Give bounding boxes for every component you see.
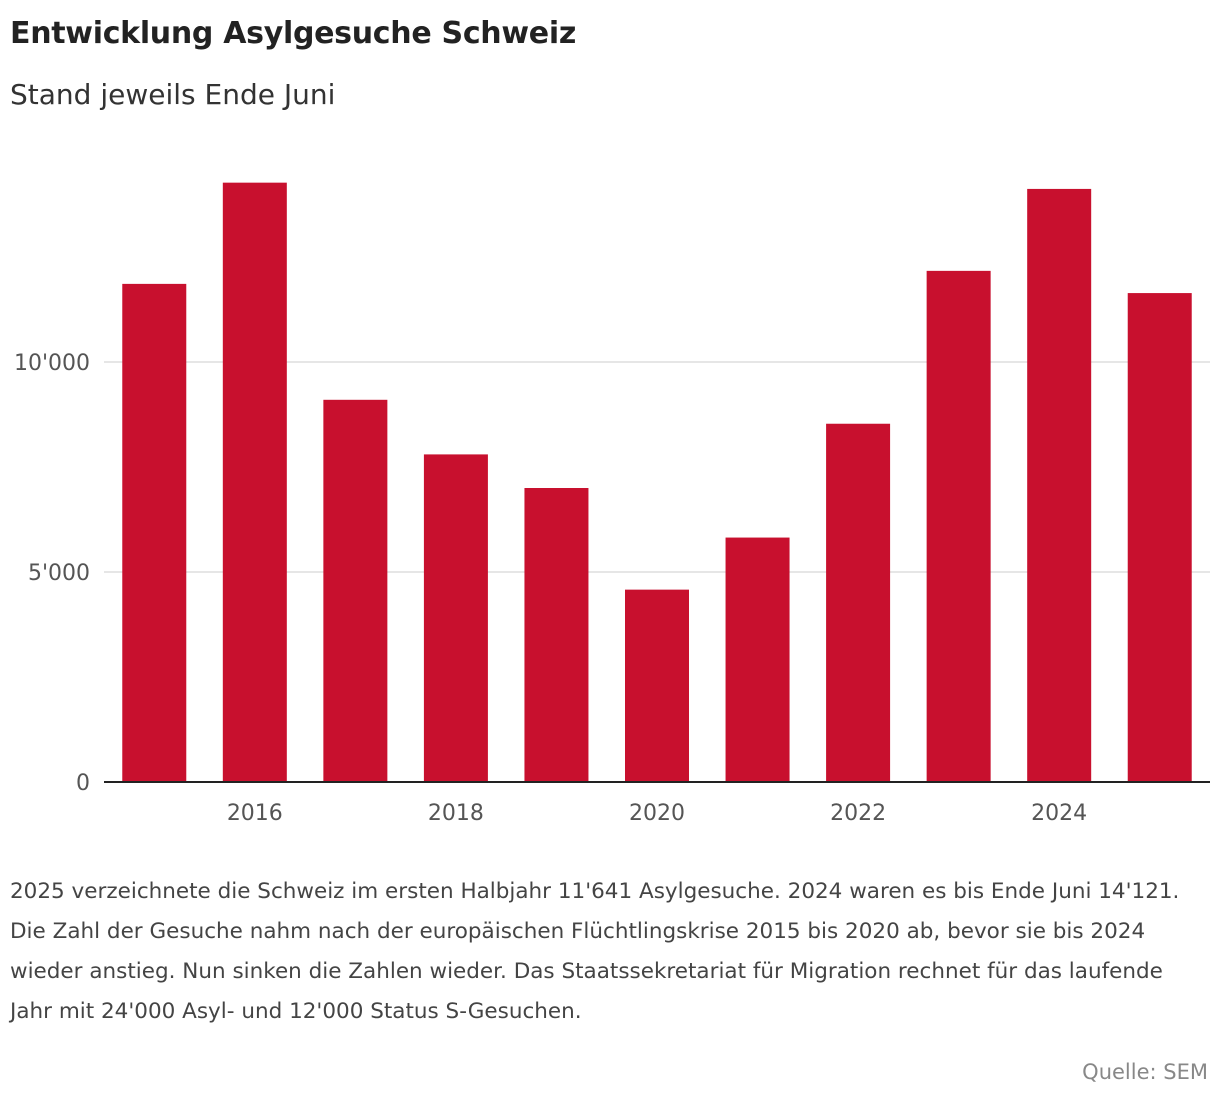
y-tick-label: 0	[76, 771, 90, 796]
bar-2025	[1127, 293, 1192, 782]
chart-subtitle: Stand jeweils Ende Juni	[10, 78, 336, 111]
bar-2022	[826, 423, 891, 782]
chart-title: Entwicklung Asylgesuche Schweiz	[10, 16, 576, 51]
x-tick-label: 2016	[227, 801, 283, 826]
x-tick-label: 2024	[1031, 801, 1087, 826]
x-tick-label: 2022	[830, 801, 886, 826]
chart-description: 2025 verzeichnete die Schweiz im ersten …	[10, 879, 1180, 1024]
bar-2020	[625, 589, 689, 782]
bar-2017	[323, 399, 388, 782]
bar-2019	[524, 488, 589, 782]
y-tick-label: 10'000	[14, 351, 90, 376]
bar-2024	[1027, 188, 1092, 783]
gridlines	[104, 361, 1210, 573]
bar-2015	[122, 283, 187, 782]
y-axis-ticks: 0 5'000 10'000	[14, 351, 90, 796]
y-tick-label: 5'000	[28, 561, 90, 586]
bar-2021	[725, 537, 790, 782]
source-credit: Quelle: SEM	[1082, 1060, 1208, 1084]
x-axis-ticks: 2016 2018 2020 2022 2024	[227, 801, 1087, 826]
bar-chart: 0 5'000 10'000 2016 2018 2020 2022 2024	[14, 182, 1210, 826]
bar-2023	[926, 270, 991, 782]
bar-2018	[423, 454, 488, 782]
bars	[122, 182, 1192, 783]
x-tick-label: 2018	[428, 801, 484, 826]
bar-2016	[222, 182, 287, 782]
x-tick-label: 2020	[629, 801, 685, 826]
